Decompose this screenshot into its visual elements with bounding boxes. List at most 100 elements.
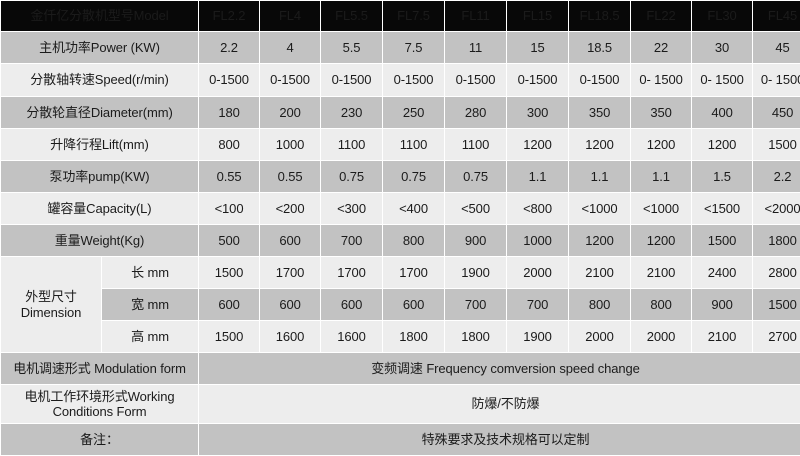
cell-length-fl2-2: 1500 bbox=[199, 257, 260, 288]
header-model-fl18-5: FL18.5 bbox=[569, 1, 631, 31]
cell-weight-fl30: 1500 bbox=[692, 225, 753, 256]
cell-capacity-fl7-5: <400 bbox=[383, 193, 445, 224]
cell-height-fl30: 2100 bbox=[692, 321, 753, 352]
cell-pump-fl2-2: 0.55 bbox=[199, 161, 260, 192]
cell-height-fl15: 1900 bbox=[507, 321, 569, 352]
cell-length-fl30: 2400 bbox=[692, 257, 753, 288]
cell-width-fl7-5: 600 bbox=[383, 289, 445, 320]
cell-power-fl2-2: 2.2 bbox=[199, 32, 260, 63]
cell-speed-fl7-5: 0-1500 bbox=[383, 64, 445, 96]
dimension-label-en: Dimension bbox=[20, 304, 82, 320]
cell-speed-fl11: 0-1500 bbox=[445, 64, 507, 96]
cell-lift-fl30: 1200 bbox=[692, 129, 753, 160]
cell-diameter-fl5-5: 230 bbox=[321, 97, 383, 128]
row-label-remarks: 备注： bbox=[1, 424, 199, 455]
cell-diameter-fl45: 450 bbox=[753, 97, 800, 128]
table-row: 电机工作环境形式Working Conditions Form 防爆/不防爆 bbox=[1, 385, 800, 423]
sub-label-length: 长 mm bbox=[102, 257, 199, 288]
cell-diameter-fl30: 400 bbox=[692, 97, 753, 128]
row-label-modulation-form: 电机调速形式 Modulation form bbox=[1, 353, 199, 384]
table-row: 升降行程Lift(mm) 800 1000 1100 1100 1100 120… bbox=[1, 129, 800, 160]
cell-width-fl2-2: 600 bbox=[199, 289, 260, 320]
table-row: 重量Weight(Kg) 500 600 700 800 900 1000 12… bbox=[1, 225, 800, 256]
cell-power-fl22: 22 bbox=[631, 32, 692, 63]
cell-width-fl15: 700 bbox=[507, 289, 569, 320]
cell-speed-fl5-5: 0-1500 bbox=[321, 64, 383, 96]
table-row: 泵功率pump(KW) 0.55 0.55 0.75 0.75 0.75 1.1… bbox=[1, 161, 800, 192]
cell-working-conditions-value: 防爆/不防爆 bbox=[199, 385, 800, 423]
cell-diameter-fl15: 300 bbox=[507, 97, 569, 128]
cell-capacity-fl2-2: <100 bbox=[199, 193, 260, 224]
cell-height-fl22: 2000 bbox=[631, 321, 692, 352]
table-row: 外型尺寸 Dimension 长 mm 1500 1700 1700 1700 … bbox=[1, 257, 800, 352]
header-model-fl22: FL22 bbox=[631, 1, 692, 31]
row-label-working-conditions-form: 电机工作环境形式Working Conditions Form bbox=[1, 385, 199, 423]
table-row: 分散轮直径Diameter(mm) 180 200 230 250 280 30… bbox=[1, 97, 800, 128]
cell-lift-fl22: 1200 bbox=[631, 129, 692, 160]
cell-capacity-fl11: <500 bbox=[445, 193, 507, 224]
cell-speed-fl18-5: 0-1500 bbox=[569, 64, 631, 96]
cell-pump-fl4: 0.55 bbox=[260, 161, 321, 192]
cell-pump-fl30: 1.5 bbox=[692, 161, 753, 192]
table-row: 电机调速形式 Modulation form 变频调速 Frequency co… bbox=[1, 353, 800, 384]
row-label-pump: 泵功率pump(KW) bbox=[1, 161, 199, 192]
cell-length-fl18-5: 2100 bbox=[569, 257, 631, 288]
cell-width-fl45: 1500 bbox=[753, 289, 800, 320]
sub-label-height: 高 mm bbox=[102, 321, 199, 352]
cell-pump-fl18-5: 1.1 bbox=[569, 161, 631, 192]
cell-diameter-fl7-5: 250 bbox=[383, 97, 445, 128]
cell-speed-fl22: 0- 1500 bbox=[631, 64, 692, 96]
cell-pump-fl22: 1.1 bbox=[631, 161, 692, 192]
dimension-label-cn: 外型尺寸 bbox=[25, 289, 77, 305]
header-model-label: 金仟亿分散机型号Model bbox=[1, 1, 199, 31]
cell-weight-fl45: 1800 bbox=[753, 225, 800, 256]
cell-width-fl22: 800 bbox=[631, 289, 692, 320]
cell-width-fl11: 700 bbox=[445, 289, 507, 320]
cell-pump-fl7-5: 0.75 bbox=[383, 161, 445, 192]
cell-capacity-fl15: <800 bbox=[507, 193, 569, 224]
cell-width-fl30: 900 bbox=[692, 289, 753, 320]
cell-power-fl7-5: 7.5 bbox=[383, 32, 445, 63]
table-row: 主机功率Power (KW) 2.2 4 5.5 7.5 11 15 18.5 … bbox=[1, 32, 800, 63]
cell-power-fl30: 30 bbox=[692, 32, 753, 63]
cell-height-fl45: 2700 bbox=[753, 321, 800, 352]
cell-capacity-fl4: <200 bbox=[260, 193, 321, 224]
cell-modulation-form-value: 变频调速 Frequency comversion speed change bbox=[199, 353, 800, 384]
cell-speed-fl2-2: 0-1500 bbox=[199, 64, 260, 96]
cell-weight-fl11: 900 bbox=[445, 225, 507, 256]
cell-lift-fl2-2: 800 bbox=[199, 129, 260, 160]
cell-speed-fl4: 0-1500 bbox=[260, 64, 321, 96]
table-row: 宽 mm 600 600 600 600 700 700 800 800 900… bbox=[1, 289, 800, 320]
cell-lift-fl18-5: 1200 bbox=[569, 129, 631, 160]
cell-length-fl5-5: 1700 bbox=[321, 257, 383, 288]
cell-length-fl11: 1900 bbox=[445, 257, 507, 288]
header-model-fl2-2: FL2.2 bbox=[199, 1, 260, 31]
cell-weight-fl5-5: 700 bbox=[321, 225, 383, 256]
table-row: 备注： 特殊要求及技术规格可以定制 bbox=[1, 424, 800, 455]
cell-weight-fl22: 1200 bbox=[631, 225, 692, 256]
cell-pump-fl45: 2.2 bbox=[753, 161, 800, 192]
cell-diameter-fl11: 280 bbox=[445, 97, 507, 128]
row-label-diameter: 分散轮直径Diameter(mm) bbox=[1, 97, 199, 128]
cell-lift-fl7-5: 1100 bbox=[383, 129, 445, 160]
cell-remarks-value: 特殊要求及技术规格可以定制 bbox=[199, 424, 800, 455]
table-row: 罐容量Capacity(L) <100 <200 <300 <400 <500 … bbox=[1, 193, 800, 224]
cell-width-fl5-5: 600 bbox=[321, 289, 383, 320]
cell-length-fl45: 2800 bbox=[753, 257, 800, 288]
cell-speed-fl30: 0- 1500 bbox=[692, 64, 753, 96]
header-model-fl4: FL4 bbox=[260, 1, 321, 31]
cell-capacity-fl22: <1000 bbox=[631, 193, 692, 224]
cell-capacity-fl30: <1500 bbox=[692, 193, 753, 224]
cell-power-fl15: 15 bbox=[507, 32, 569, 63]
cell-speed-fl15: 0-1500 bbox=[507, 64, 569, 96]
cell-weight-fl18-5: 1200 bbox=[569, 225, 631, 256]
cell-width-fl18-5: 800 bbox=[569, 289, 631, 320]
cell-length-fl4: 1700 bbox=[260, 257, 321, 288]
cell-length-fl15: 2000 bbox=[507, 257, 569, 288]
row-label-lift: 升降行程Lift(mm) bbox=[1, 129, 199, 160]
row-label-weight: 重量Weight(Kg) bbox=[1, 225, 199, 256]
cell-weight-fl2-2: 500 bbox=[199, 225, 260, 256]
cell-height-fl4: 1600 bbox=[260, 321, 321, 352]
cell-pump-fl11: 0.75 bbox=[445, 161, 507, 192]
